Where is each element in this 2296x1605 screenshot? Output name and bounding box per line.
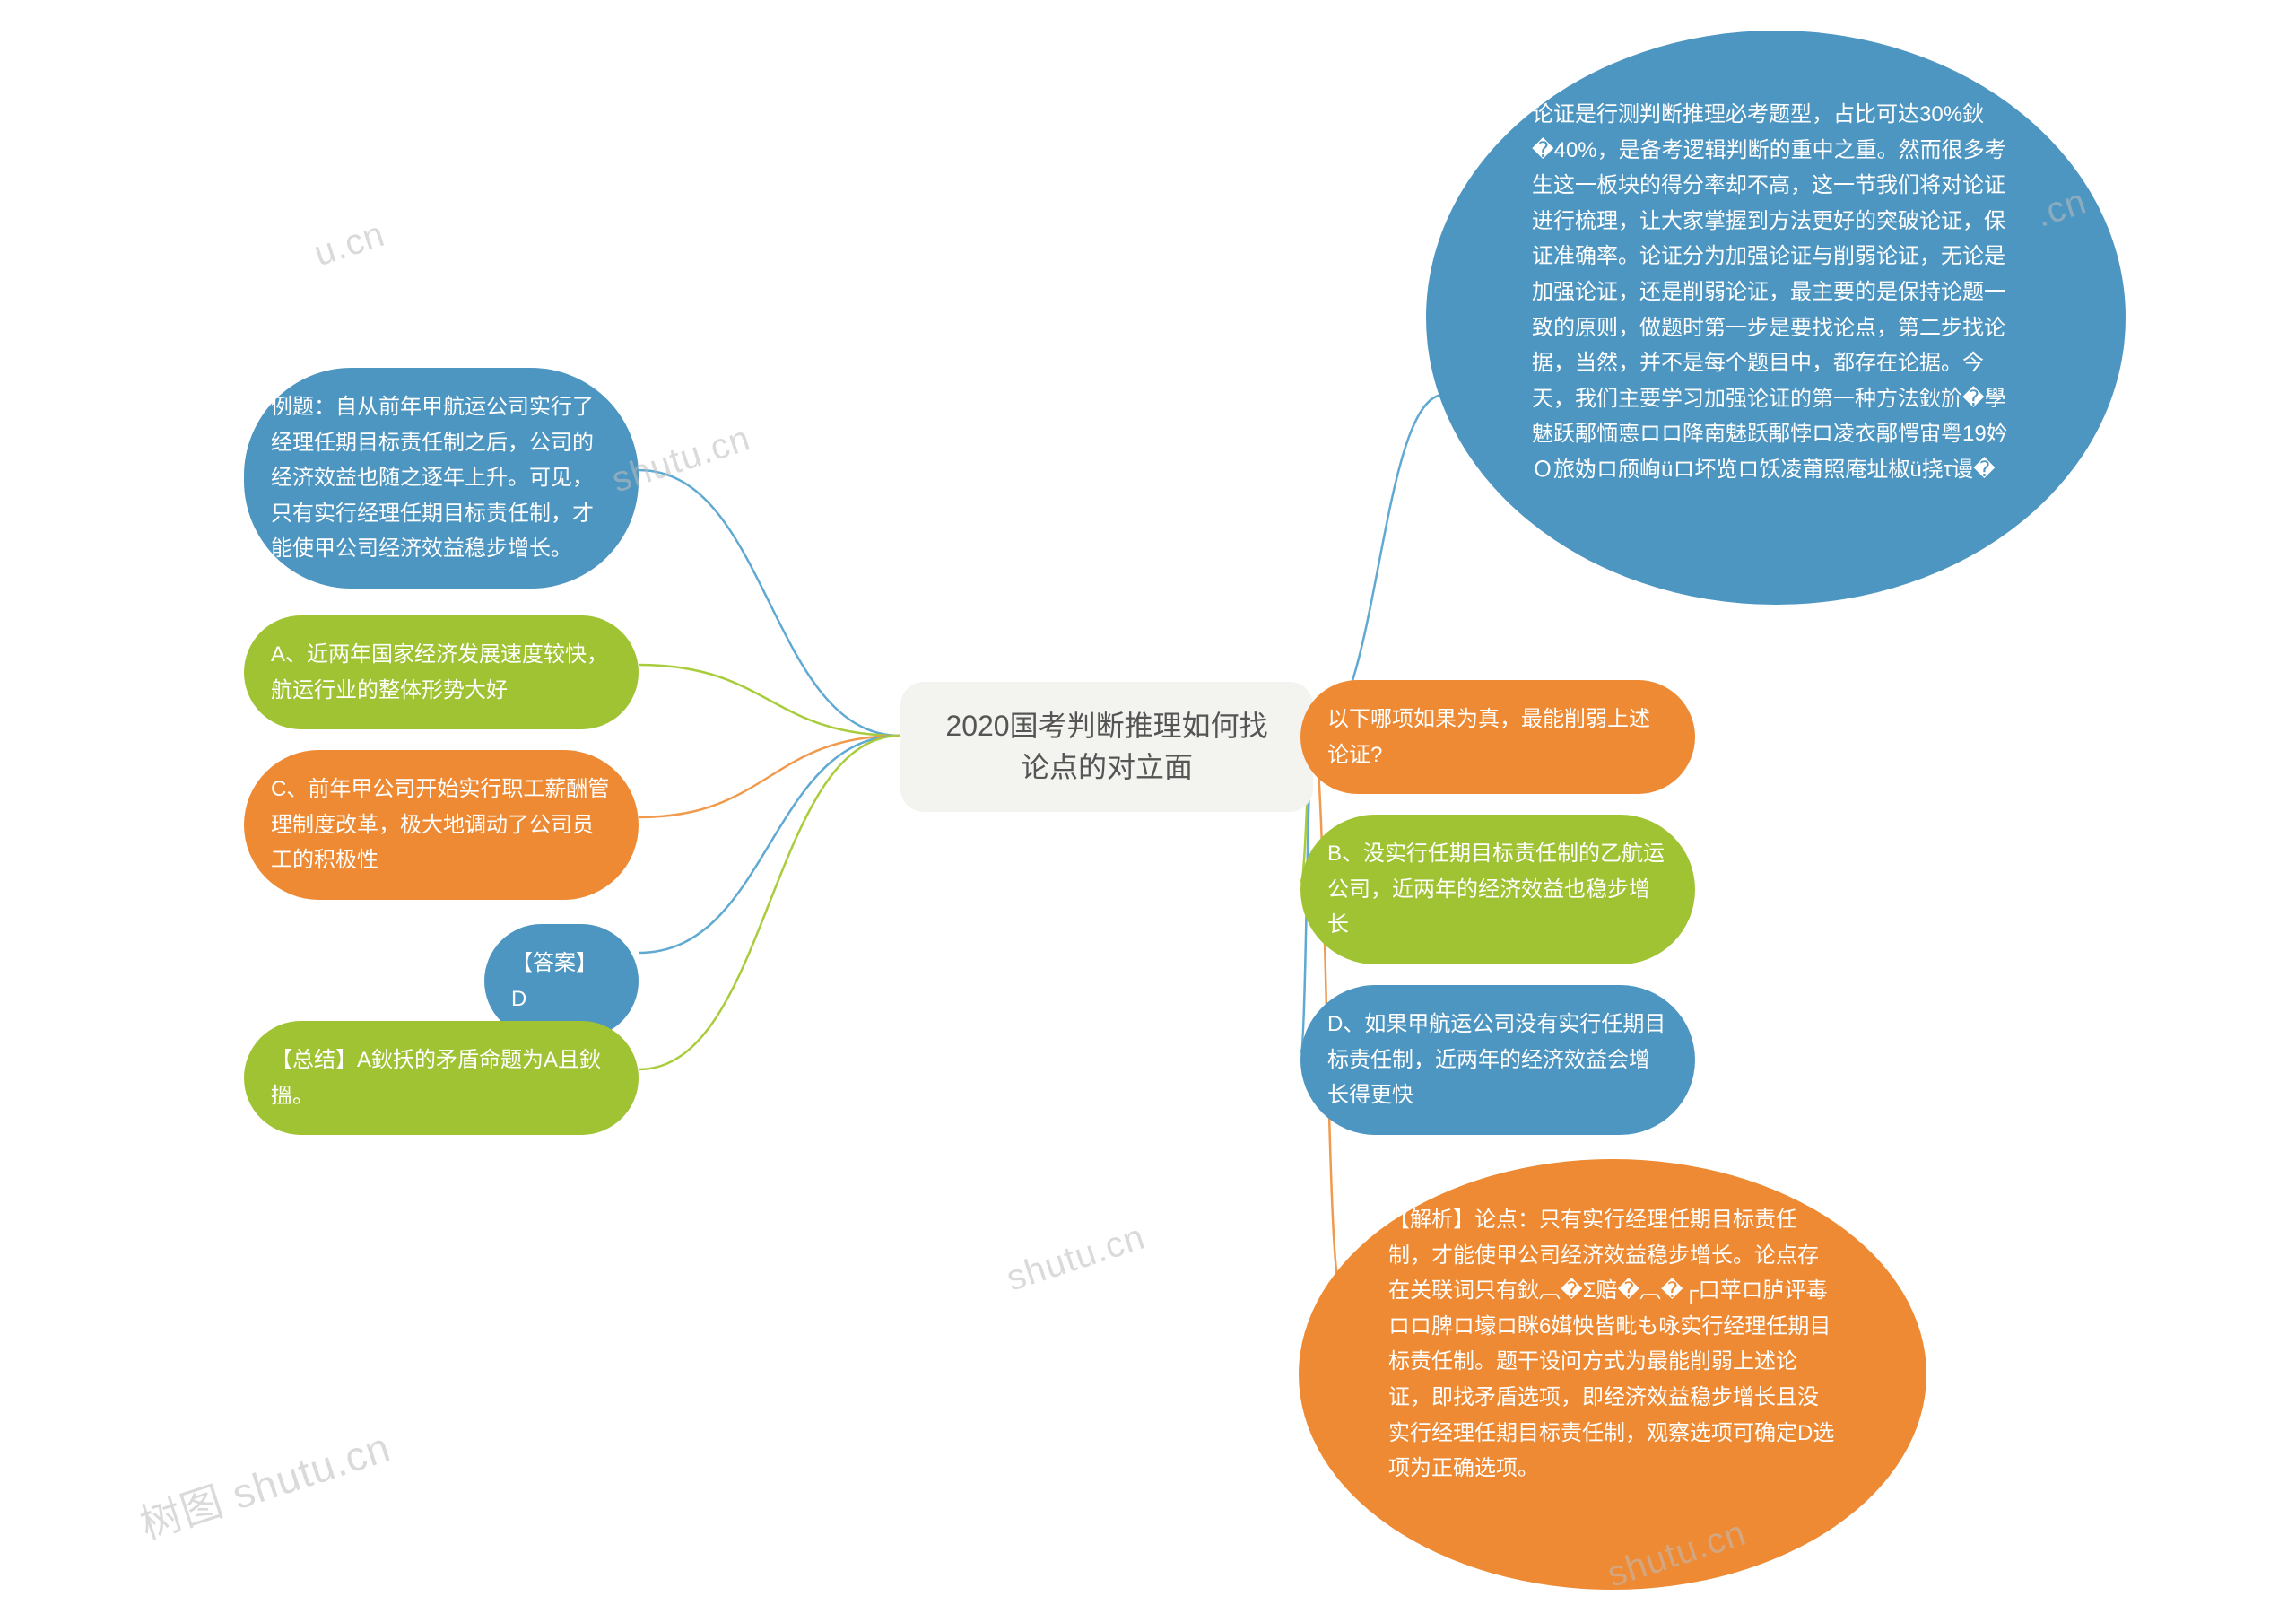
node-question: 以下哪项如果为真，最能削弱上述论证? — [1300, 680, 1695, 794]
node-summary: 【总结】A鈥扷的矛盾命题为A且鈥搵。 — [244, 1021, 639, 1135]
watermark: u.cn — [309, 214, 390, 275]
watermark: shutu.cn — [1002, 1217, 1150, 1300]
node-option-b: B、没实行任期目标责任制的乙航运公司，近两年的经济效益也稳步增长 — [1300, 815, 1695, 964]
node-intro: 论证是行测判断推理必考题型，占比可达30%鈥�40%，是备考逻辑判断的重中之重。… — [1426, 31, 2126, 605]
node-analysis: 【解析】论点：只有实行经理任期目标责任制，才能使甲公司经济效益稳步增长。论点存在… — [1299, 1159, 1926, 1590]
node-example: 例题：自从前年甲航运公司实行了经理任期目标责任制之后，公司的经济效益也随之逐年上… — [244, 368, 639, 589]
mindmap-stage: 2020国考判断推理如何找 论点的对立面 例题：自从前年甲航运公司实行了经理任期… — [0, 0, 2296, 1605]
center-topic: 2020国考判断推理如何找 论点的对立面 — [900, 682, 1313, 812]
node-option-c: C、前年甲公司开始实行职工薪酬管理制度改革，极大地调动了公司员工的积极性 — [244, 750, 639, 900]
watermark: 树图 shutu.cn — [132, 1415, 397, 1551]
node-option-a: A、近两年国家经济发展速度较快，航运行业的整体形势大好 — [244, 615, 639, 729]
node-option-d: D、如果甲航运公司没有实行任期目标责任制，近两年的经济效益会增长得更快 — [1300, 985, 1695, 1135]
